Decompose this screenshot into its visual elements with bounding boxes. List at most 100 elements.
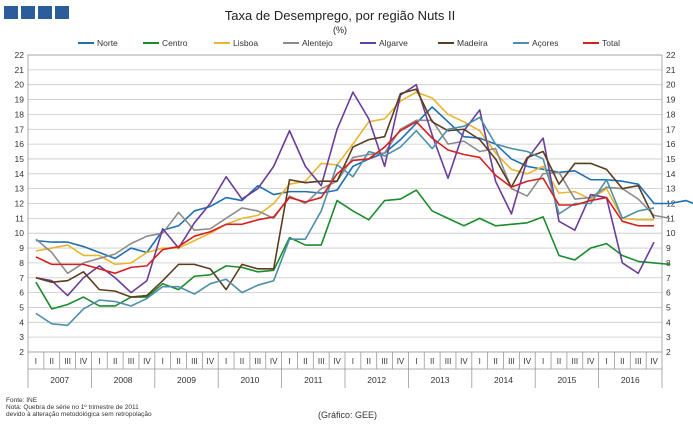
brand-logo <box>4 6 69 19</box>
legend-label: Centro <box>162 38 188 48</box>
x-quarter-label: IV <box>206 357 214 366</box>
y-tick-label-right: 9 <box>666 243 671 253</box>
y-tick-label-left: 18 <box>15 109 25 119</box>
x-year-label: 2012 <box>367 375 386 385</box>
series-line-algarve <box>35 83 655 297</box>
x-quarter-label: III <box>254 357 261 366</box>
y-tick-label-left: 17 <box>15 124 25 134</box>
logo-block <box>55 6 69 19</box>
y-tick-label-right: 3 <box>666 332 671 342</box>
legend-label: Total <box>602 38 620 48</box>
y-tick-label-left: 10 <box>15 228 25 238</box>
y-tick-label-right: 17 <box>666 124 676 134</box>
x-quarter-label: III <box>191 357 198 366</box>
x-quarter-label: II <box>303 357 307 366</box>
x-quarter-label: I <box>605 357 607 366</box>
y-tick-label-right: 4 <box>666 317 671 327</box>
x-quarter-label: IV <box>650 357 658 366</box>
logo-block <box>38 6 52 19</box>
y-tick-label-left: 6 <box>19 288 24 298</box>
x-year-label: 2016 <box>621 375 640 385</box>
x-year-label: 2009 <box>177 375 196 385</box>
y-tick-label-right: 6 <box>666 288 671 298</box>
x-quarter-label: III <box>64 357 71 366</box>
x-quarter-label: III <box>128 357 135 366</box>
x-quarter-label: I <box>415 357 417 366</box>
legend-label: Norte <box>97 38 118 48</box>
series-line-madeira <box>35 88 655 298</box>
x-quarter-label: I <box>288 357 290 366</box>
methodology-note: devido à alteração metodológica sem retr… <box>6 411 152 418</box>
y-tick-label-right: 21 <box>666 65 676 75</box>
series-line-centro <box>35 189 670 310</box>
x-quarter-label: III <box>635 357 642 366</box>
x-quarter-label: II <box>176 357 180 366</box>
x-year-label: 2008 <box>114 375 133 385</box>
y-tick-label-left: 7 <box>19 273 24 283</box>
chart-title: Taxa de Desemprego, por região Nuts II <box>225 8 456 23</box>
logo-block <box>4 6 18 19</box>
x-quarter-label: IV <box>523 357 531 366</box>
x-quarter-label: II <box>50 357 54 366</box>
y-tick-label-left: 3 <box>19 332 24 342</box>
y-tick-label-right: 7 <box>666 273 671 283</box>
y-tick-label-left: 21 <box>15 65 25 75</box>
x-quarter-label: I <box>225 357 227 366</box>
y-tick-label-left: 9 <box>19 243 24 253</box>
y-tick-label-left: 22 <box>15 50 25 60</box>
y-tick-label-left: 16 <box>15 139 25 149</box>
x-quarter-label: I <box>479 357 481 366</box>
x-quarter-label: III <box>508 357 515 366</box>
source-note: Fonte: INE <box>6 397 38 404</box>
y-tick-label-right: 18 <box>666 109 676 119</box>
y-tick-label-left: 2 <box>19 347 24 357</box>
x-year-label: 2011 <box>304 375 323 385</box>
y-tick-label-right: 11 <box>666 213 675 223</box>
logo-block <box>21 6 35 19</box>
x-quarter-label: I <box>98 357 100 366</box>
chart-legend: Norte Centro Lisboa Alentejo Algarve Madeira A… <box>78 38 620 48</box>
series-line-total <box>35 121 655 275</box>
series-line-alentejo <box>35 119 671 275</box>
x-quarter-label: II <box>493 357 497 366</box>
y-tick-label-right: 15 <box>666 154 676 164</box>
x-year-label: 2013 <box>431 375 450 385</box>
x-quarter-label: II <box>557 357 561 366</box>
y-tick-label-right: 2 <box>666 347 671 357</box>
x-quarter-label: II <box>113 357 117 366</box>
y-tick-label-right: 20 <box>666 80 676 90</box>
x-year-label: 2010 <box>240 375 259 385</box>
x-quarter-label: IV <box>270 357 278 366</box>
y-tick-label-left: 13 <box>15 184 25 194</box>
x-quarter-label: II <box>367 357 371 366</box>
y-tick-label-left: 4 <box>19 317 24 327</box>
y-tick-label-left: 11 <box>15 213 24 223</box>
chart-credit: (Gráfico: GEE) <box>318 410 378 420</box>
legend-label: Algarve <box>379 38 408 48</box>
y-tick-label-right: 5 <box>666 302 671 312</box>
x-quarter-label: IV <box>333 357 341 366</box>
y-tick-label-right: 16 <box>666 139 676 149</box>
y-tick-label-left: 15 <box>15 154 25 164</box>
chart-subtitle: (%) <box>333 25 347 35</box>
y-tick-label-right: 13 <box>666 184 676 194</box>
x-quarter-label: IV <box>80 357 88 366</box>
x-quarter-label: IV <box>460 357 468 366</box>
y-tick-label-left: 5 <box>19 302 24 312</box>
x-quarter-label: IV <box>587 357 595 366</box>
y-tick-label-left: 14 <box>15 169 25 179</box>
x-quarter-label: I <box>542 357 544 366</box>
legend-label: Madeira <box>457 38 488 48</box>
x-year-label: 2007 <box>50 375 69 385</box>
x-quarter-label: III <box>318 357 325 366</box>
x-quarter-label: III <box>445 357 452 366</box>
x-quarter-label: I <box>352 357 354 366</box>
legend-label: Alentejo <box>302 38 333 48</box>
x-quarter-label: IV <box>143 357 151 366</box>
x-quarter-label: I <box>162 357 164 366</box>
series-line-norte <box>35 106 693 260</box>
y-tick-label-right: 19 <box>666 95 676 105</box>
x-quarter-label: IV <box>397 357 405 366</box>
